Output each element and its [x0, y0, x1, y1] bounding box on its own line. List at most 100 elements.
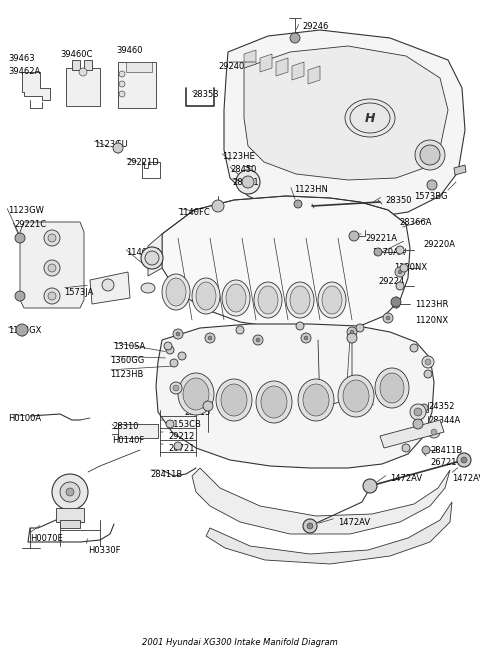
Polygon shape — [454, 165, 466, 175]
Ellipse shape — [192, 278, 220, 314]
Text: H0100A: H0100A — [8, 414, 41, 423]
Ellipse shape — [290, 286, 310, 314]
Bar — [118, 424, 158, 438]
Circle shape — [166, 346, 174, 354]
Text: 29221D: 29221D — [126, 158, 159, 167]
Circle shape — [16, 324, 28, 336]
Text: 28353: 28353 — [192, 90, 218, 99]
Circle shape — [422, 446, 430, 454]
Text: 1472AV: 1472AV — [338, 518, 370, 527]
Polygon shape — [148, 234, 162, 276]
Circle shape — [356, 324, 364, 332]
Circle shape — [164, 342, 172, 350]
Text: 29212: 29212 — [168, 432, 194, 441]
Ellipse shape — [322, 286, 342, 314]
Circle shape — [374, 248, 382, 256]
Circle shape — [166, 420, 174, 428]
Polygon shape — [276, 58, 288, 76]
Polygon shape — [224, 30, 465, 218]
Circle shape — [296, 322, 304, 330]
Circle shape — [119, 81, 125, 87]
Circle shape — [178, 352, 186, 360]
Text: 28344A: 28344A — [428, 416, 460, 425]
Circle shape — [396, 246, 404, 254]
Circle shape — [307, 523, 313, 529]
Circle shape — [396, 282, 404, 290]
Bar — [56, 508, 84, 522]
Ellipse shape — [183, 378, 209, 410]
Circle shape — [420, 404, 428, 412]
Ellipse shape — [415, 140, 445, 170]
Text: 29246: 29246 — [302, 22, 328, 31]
Circle shape — [347, 333, 357, 343]
Ellipse shape — [258, 286, 278, 314]
Circle shape — [173, 329, 183, 339]
Text: 29240: 29240 — [218, 62, 244, 71]
Polygon shape — [244, 50, 256, 68]
Polygon shape — [206, 502, 452, 564]
Text: 1123HR: 1123HR — [415, 300, 448, 309]
Circle shape — [422, 356, 434, 368]
Bar — [126, 62, 152, 72]
Circle shape — [301, 333, 311, 343]
Polygon shape — [22, 72, 50, 100]
Ellipse shape — [286, 282, 314, 318]
Text: 29221C: 29221C — [14, 220, 46, 229]
Text: 28411B: 28411B — [430, 446, 462, 455]
Text: 28366A: 28366A — [399, 218, 432, 227]
Text: 26721: 26721 — [430, 458, 456, 467]
Circle shape — [431, 429, 437, 435]
Circle shape — [253, 335, 263, 345]
Circle shape — [303, 519, 317, 533]
Circle shape — [428, 426, 440, 438]
Circle shape — [173, 385, 179, 391]
Text: 39463: 39463 — [8, 54, 35, 63]
Text: 28331: 28331 — [232, 178, 259, 187]
Text: 1123GW: 1123GW — [8, 206, 44, 215]
Text: 1120NX: 1120NX — [394, 263, 427, 272]
Text: H: H — [365, 111, 375, 124]
Polygon shape — [308, 66, 320, 84]
Text: 1573JA: 1573JA — [64, 288, 94, 297]
Text: 1140FC: 1140FC — [178, 208, 210, 217]
Ellipse shape — [261, 386, 287, 418]
Circle shape — [44, 230, 60, 246]
Ellipse shape — [226, 284, 246, 312]
Circle shape — [79, 68, 87, 76]
Polygon shape — [162, 196, 410, 330]
Circle shape — [383, 313, 393, 323]
Circle shape — [176, 332, 180, 336]
Circle shape — [66, 488, 74, 496]
Ellipse shape — [298, 379, 334, 421]
Text: 1472AV: 1472AV — [390, 474, 422, 483]
Circle shape — [363, 479, 377, 493]
Circle shape — [208, 336, 212, 340]
Bar — [118, 62, 156, 108]
Circle shape — [44, 288, 60, 304]
Ellipse shape — [254, 282, 282, 318]
Circle shape — [102, 279, 114, 291]
Circle shape — [424, 370, 432, 378]
Ellipse shape — [145, 251, 159, 265]
Ellipse shape — [222, 280, 250, 316]
Circle shape — [44, 260, 60, 276]
Ellipse shape — [338, 375, 374, 417]
Circle shape — [48, 264, 56, 272]
Polygon shape — [20, 222, 84, 308]
Circle shape — [391, 297, 401, 307]
Circle shape — [15, 291, 25, 301]
Text: 28310: 28310 — [112, 422, 139, 431]
Text: 29220A: 29220A — [423, 240, 455, 249]
Text: 29221A: 29221A — [365, 234, 397, 243]
Circle shape — [410, 404, 426, 420]
Text: 1140GG: 1140GG — [126, 248, 160, 257]
Circle shape — [203, 401, 213, 411]
Circle shape — [425, 359, 431, 365]
Text: 1123GX: 1123GX — [8, 326, 41, 335]
Text: 29224: 29224 — [379, 277, 405, 286]
Text: 1310SA: 1310SA — [113, 342, 145, 351]
Ellipse shape — [166, 278, 186, 306]
Ellipse shape — [318, 282, 346, 318]
Polygon shape — [292, 62, 304, 80]
Text: H0140F: H0140F — [112, 436, 144, 445]
